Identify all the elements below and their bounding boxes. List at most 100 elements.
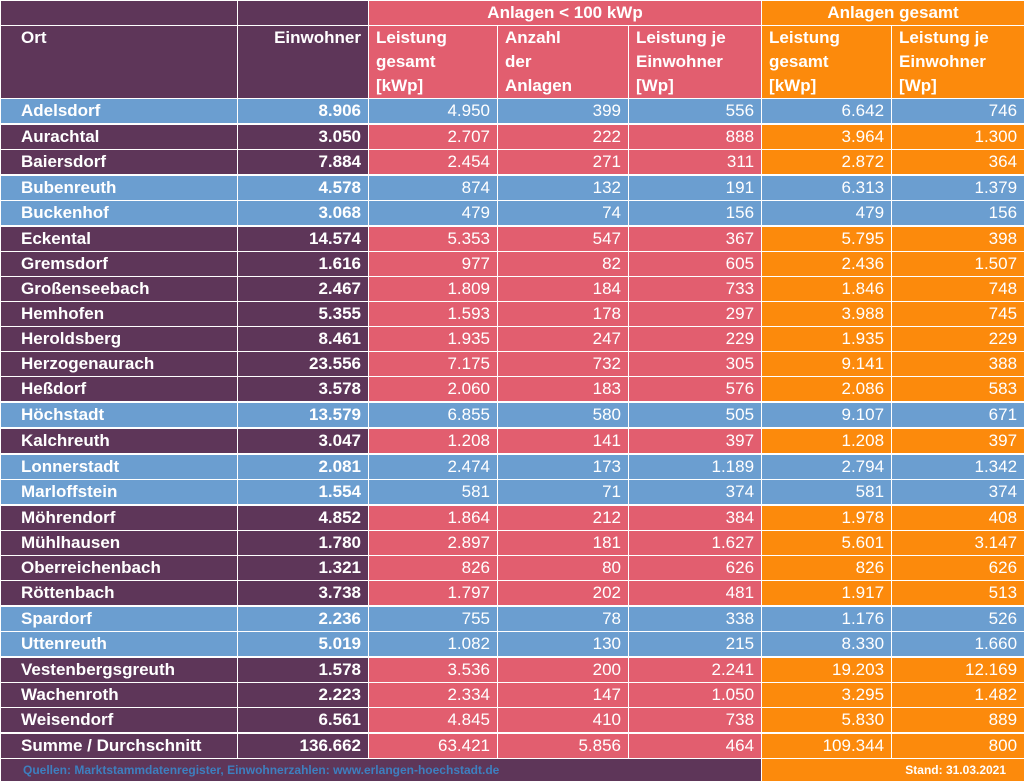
cell-anzahl: 547 <box>498 226 629 252</box>
footer-source: Quellen: Marktstammdatenregister, Einwoh… <box>1 759 762 782</box>
header-line: [kWp] <box>769 74 884 98</box>
cell-leistung-je-einwohner: 626 <box>629 556 762 581</box>
cell-leistung: 755 <box>369 606 498 632</box>
cell-leistung-je-einwohner: 505 <box>629 402 762 428</box>
cell-gesamt-je-einwohner: 746 <box>892 99 1024 125</box>
cell-ort: Röttenbach <box>1 581 238 607</box>
cell-ort: Marloffstein <box>1 480 238 506</box>
cell-leistung: 2.474 <box>369 454 498 480</box>
cell-anzahl: 173 <box>498 454 629 480</box>
cell-einwohner: 5.355 <box>238 302 369 327</box>
cell-gesamt-je-einwohner: 1.660 <box>892 632 1024 658</box>
cell-ort: Aurachtal <box>1 124 238 150</box>
cell-gesamt-leistung: 5.795 <box>762 226 892 252</box>
cell-anzahl: 271 <box>498 150 629 176</box>
cell-gesamt-je-einwohner: 671 <box>892 402 1024 428</box>
cell-gesamt-je-einwohner: 626 <box>892 556 1024 581</box>
cell-ort: Baiersdorf <box>1 150 238 176</box>
cell-leistung-je-einwohner: 397 <box>629 428 762 454</box>
cell-ort: Heßdorf <box>1 377 238 403</box>
cell-leistung-je-einwohner: 605 <box>629 252 762 277</box>
cell-einwohner: 4.852 <box>238 505 369 531</box>
cell-gesamt-leistung: 2.436 <box>762 252 892 277</box>
cell-einwohner: 6.561 <box>238 708 369 734</box>
cell-ort: Höchstadt <box>1 402 238 428</box>
cell-leistung-je-einwohner: 297 <box>629 302 762 327</box>
cell-leistung-je-einwohner: 305 <box>629 352 762 377</box>
cell-leistung-je-einwohner: 576 <box>629 377 762 403</box>
cell-gesamt-leistung: 2.872 <box>762 150 892 176</box>
footer-date: Stand: 31.03.2021 <box>762 759 1024 782</box>
cell-leistung-je-einwohner: 1.189 <box>629 454 762 480</box>
cell-gesamt-je-einwohner: 3.147 <box>892 531 1024 556</box>
header-line: gesamt <box>769 50 884 74</box>
cell-gesamt-je-einwohner: 397 <box>892 428 1024 454</box>
header-line: [Wp] <box>636 74 754 98</box>
cell-gesamt-leistung: 1.208 <box>762 428 892 454</box>
cell-gesamt-leistung: 3.988 <box>762 302 892 327</box>
cell-leistung-je-einwohner: 191 <box>629 175 762 201</box>
cell-leistung-je-einwohner: 384 <box>629 505 762 531</box>
cell-anzahl: 71 <box>498 480 629 506</box>
cell-anzahl: 147 <box>498 683 629 708</box>
cell-gesamt-je-einwohner: 526 <box>892 606 1024 632</box>
cell-ort: Eckental <box>1 226 238 252</box>
summary-einwohner: 136.662 <box>238 733 369 759</box>
footer-row: Quellen: Marktstammdatenregister, Einwoh… <box>1 759 1024 782</box>
cell-leistung-je-einwohner: 374 <box>629 480 762 506</box>
cell-gesamt-je-einwohner: 1.379 <box>892 175 1024 201</box>
cell-ort: Bubenreuth <box>1 175 238 201</box>
cell-gesamt-leistung: 6.313 <box>762 175 892 201</box>
cell-anzahl: 580 <box>498 402 629 428</box>
cell-einwohner: 1.616 <box>238 252 369 277</box>
cell-gesamt-je-einwohner: 388 <box>892 352 1024 377</box>
cell-leistung: 2.897 <box>369 531 498 556</box>
cell-einwohner: 1.321 <box>238 556 369 581</box>
cell-ort: Gremsdorf <box>1 252 238 277</box>
cell-gesamt-leistung: 3.964 <box>762 124 892 150</box>
header-empty-cell <box>238 1 369 26</box>
cell-einwohner: 23.556 <box>238 352 369 377</box>
cell-einwohner: 1.554 <box>238 480 369 506</box>
header-line: Leistung <box>769 26 884 50</box>
cell-anzahl: 82 <box>498 252 629 277</box>
cell-leistung-je-einwohner: 888 <box>629 124 762 150</box>
cell-ort: Weisendorf <box>1 708 238 734</box>
cell-gesamt-je-einwohner: 748 <box>892 277 1024 302</box>
cell-gesamt-leistung: 1.917 <box>762 581 892 607</box>
cell-anzahl: 222 <box>498 124 629 150</box>
cell-ort: Wachenroth <box>1 683 238 708</box>
cell-leistung: 3.536 <box>369 657 498 683</box>
cell-leistung: 5.353 <box>369 226 498 252</box>
cell-einwohner: 2.467 <box>238 277 369 302</box>
cell-ort: Mühlhausen <box>1 531 238 556</box>
cell-einwohner: 8.906 <box>238 99 369 125</box>
header-ort: Ort <box>1 26 238 99</box>
cell-anzahl: 80 <box>498 556 629 581</box>
header-line: Anlagen <box>505 74 621 98</box>
cell-gesamt-leistung: 8.330 <box>762 632 892 658</box>
cell-gesamt-leistung: 826 <box>762 556 892 581</box>
cell-gesamt-je-einwohner: 398 <box>892 226 1024 252</box>
cell-anzahl: 732 <box>498 352 629 377</box>
cell-ort: Spardorf <box>1 606 238 632</box>
header-line: Leistung je <box>636 26 754 50</box>
cell-leistung: 1.208 <box>369 428 498 454</box>
cell-einwohner: 8.461 <box>238 327 369 352</box>
header-einwohner: Einwohner <box>238 26 369 99</box>
cell-gesamt-leistung: 581 <box>762 480 892 506</box>
